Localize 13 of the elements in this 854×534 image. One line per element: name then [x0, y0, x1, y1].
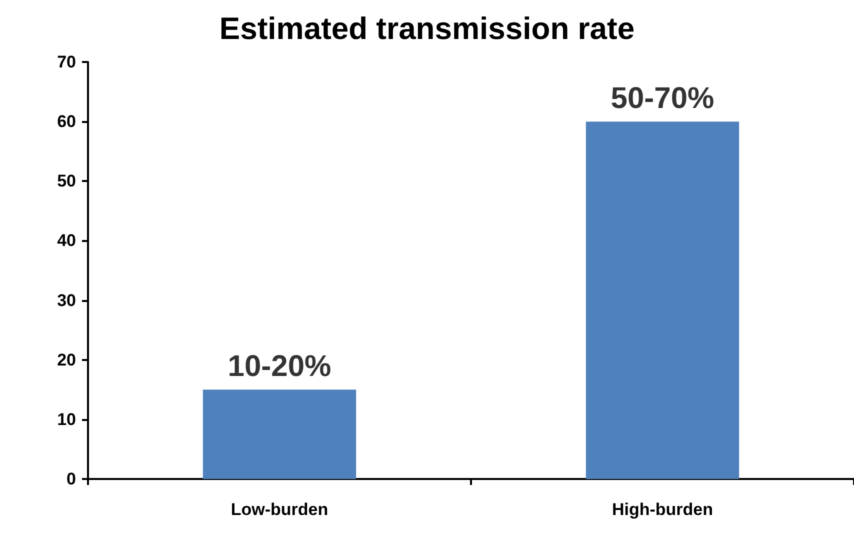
y-tick-label: 0 [66, 470, 76, 488]
chart-title: Estimated transmission rate [219, 11, 635, 46]
y-tick-label: 50 [57, 172, 76, 191]
y-tick-label: 10 [57, 410, 76, 429]
x-tick-label: Low-burden [230, 500, 328, 519]
x-tick-label: High-burden [612, 500, 714, 519]
y-tick-label: 30 [57, 290, 76, 310]
y-tick-label: 40 [57, 231, 76, 250]
annotation: 10-20% [228, 350, 332, 384]
y-tick-label: 20 [57, 350, 76, 370]
annotation: 50-70% [610, 82, 714, 116]
y-tick-label: 60 [57, 112, 76, 132]
y-tick-label: 70 [57, 52, 76, 72]
